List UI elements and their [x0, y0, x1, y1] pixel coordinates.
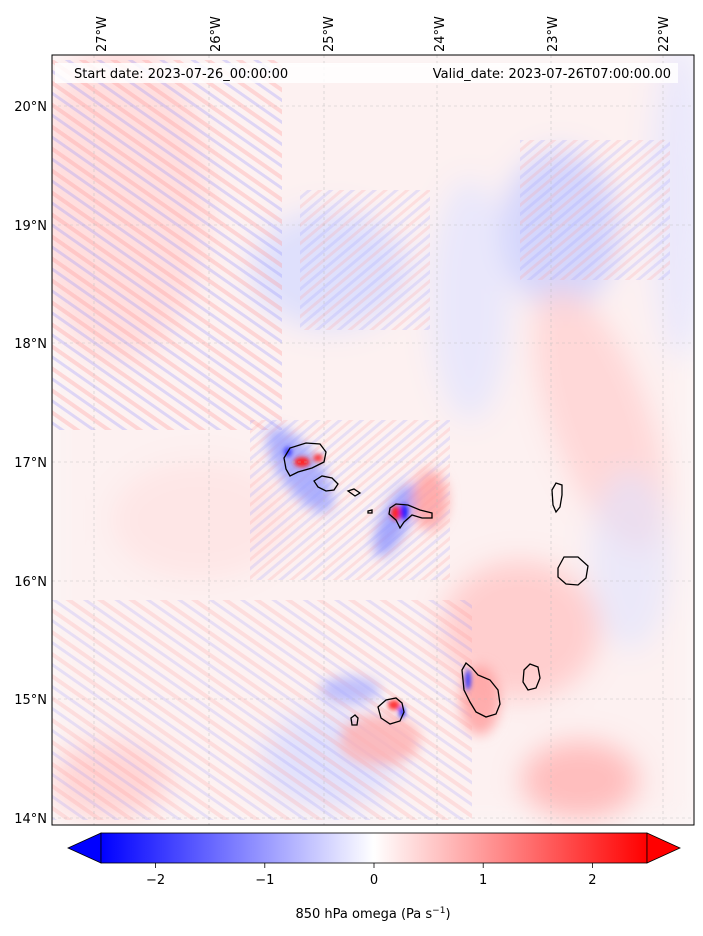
island-maio: [522, 663, 541, 691]
island-santiago: [461, 662, 501, 718]
lat-label-16n: 16°N: [14, 575, 47, 590]
island-fogo: [377, 697, 405, 725]
island-sao-nicolau: [388, 503, 433, 530]
colorbar-body: [100, 832, 648, 864]
island-santa-luzia: [346, 488, 362, 497]
island-boa-vista: [557, 556, 589, 586]
lat-label-17n: 17°N: [14, 456, 47, 471]
island-branco: [367, 509, 373, 514]
colorbar-extend-high: [646, 832, 681, 864]
latitude-labels: 20°N 19°N 18°N 17°N 16°N 15°N 14°N: [14, 100, 47, 827]
colorbar: −2 −1 0 1 2 850 hPa omega (Pa s−1): [67, 832, 681, 922]
lat-label-20n: 20°N: [14, 100, 47, 115]
valid-date-label: Valid_date: 2023-07-26T07:00:00.00: [433, 67, 671, 82]
island-sal: [551, 482, 563, 514]
island-santo-antao: [283, 442, 327, 477]
map-frame: [51, 54, 695, 826]
colorbar-ticks: −2 −1 0 1 2: [146, 863, 597, 888]
colorbar-tick-label: −2: [146, 873, 165, 888]
lat-label-14n: 14°N: [14, 812, 47, 827]
lon-label-22w: 22°W: [657, 16, 672, 52]
longitude-labels: 27°W 26°W 25°W 24°W 23°W 22°W: [95, 16, 672, 52]
map-panel: [51, 54, 695, 826]
lon-label-23w: 23°W: [546, 16, 561, 52]
map-header: Start date: 2023-07-26_00:00:00 Valid_da…: [55, 63, 678, 83]
lon-label-26w: 26°W: [209, 16, 224, 52]
colorbar-extend-low: [67, 832, 102, 864]
colorbar-label: 850 hPa omega (Pa s−1): [295, 906, 450, 922]
omega-field: [52, 55, 694, 825]
colorbar-label-main: 850 hPa omega (Pa s: [295, 907, 432, 922]
coastlines: [283, 442, 589, 726]
header-backdrop: [55, 63, 678, 83]
colorbar-tick-label: 1: [479, 873, 487, 888]
colorbar-label-superscript: −1: [432, 906, 445, 916]
lon-label-24w: 24°W: [433, 16, 448, 52]
colorbar-label-end: ): [445, 907, 450, 922]
lon-label-25w: 25°W: [322, 16, 337, 52]
lat-label-18n: 18°N: [14, 337, 47, 352]
island-brava: [350, 714, 359, 726]
lat-label-19n: 19°N: [14, 219, 47, 234]
island-sao-vicente: [313, 475, 339, 492]
start-date-label: Start date: 2023-07-26_00:00:00: [74, 67, 288, 82]
graticule: [52, 55, 694, 825]
colorbar-tick-label: 2: [588, 873, 596, 888]
colorbar-tick-label: 0: [370, 873, 378, 888]
lat-label-15n: 15°N: [14, 693, 47, 708]
colorbar-tick-label: −1: [255, 873, 274, 888]
lon-label-27w: 27°W: [95, 16, 110, 52]
